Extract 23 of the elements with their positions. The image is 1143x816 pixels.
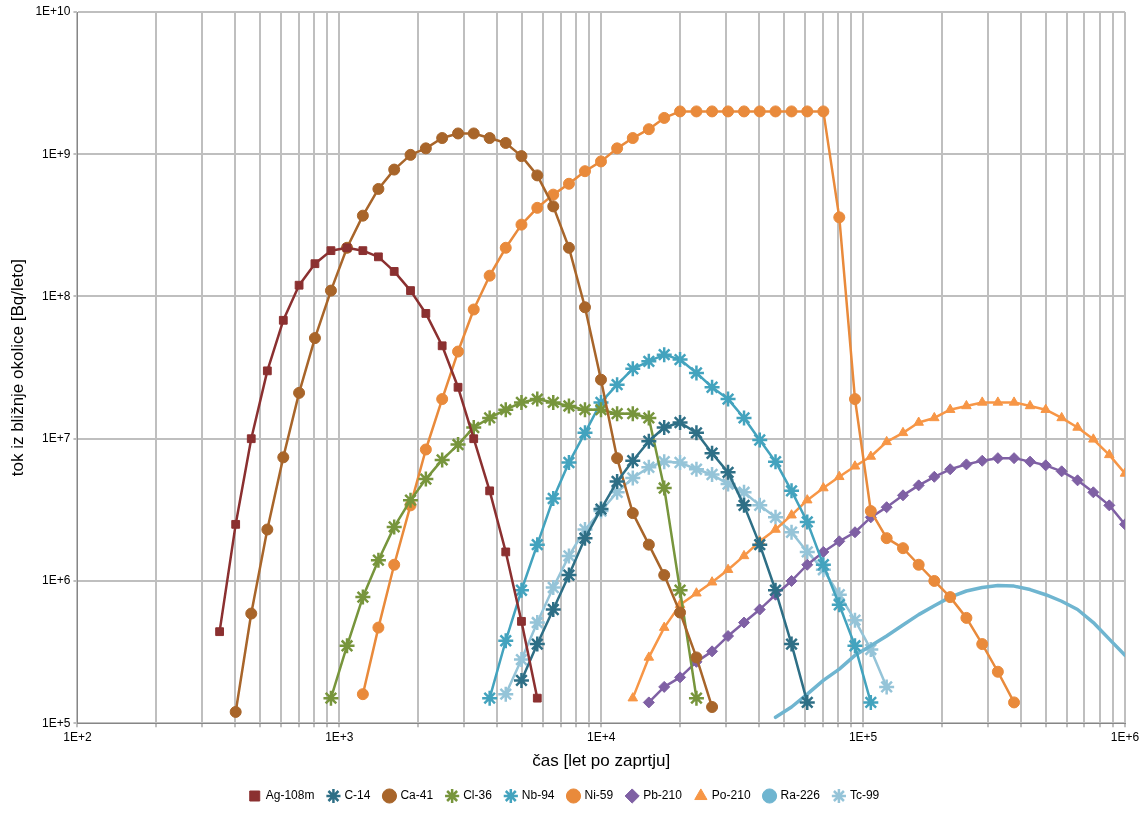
x-tick-label: 1E+4 [587,729,616,744]
y-tick-label: 1E+8 [42,288,71,303]
y-tick-label: 1E+7 [42,431,71,446]
x-tick-label: 1E+3 [325,729,354,744]
y-tick-label: 1E+9 [42,146,71,161]
x-axis-title: čas [let po zaprtju] [532,751,671,771]
legend-label: Cl-36 [463,788,493,803]
legend-label: Tc-99 [849,788,880,803]
y-tick-label: 1E+5 [42,715,71,730]
x-tick-label: 1E+6 [1110,729,1140,744]
legend-label: Ni-59 [584,788,614,803]
legend-label: Pb-210 [643,788,683,803]
x-tick-label: 1E+2 [63,729,92,744]
legend-label: Nb-94 [521,788,555,803]
legend-label: Po-210 [711,788,751,803]
y-tick-label: 1E+6 [42,573,71,588]
legend-label: C-14 [344,788,371,803]
legend-label: Ra-226 [780,788,821,803]
legend-label: Ca-41 [400,788,434,803]
y-axis-title: tok iz bližnje okolice [Bq/leto] [7,258,27,477]
y-tick-label: 1E+10 [35,4,71,19]
x-tick-label: 1E+5 [848,729,878,744]
legend-label: Ag-108m [265,788,315,803]
